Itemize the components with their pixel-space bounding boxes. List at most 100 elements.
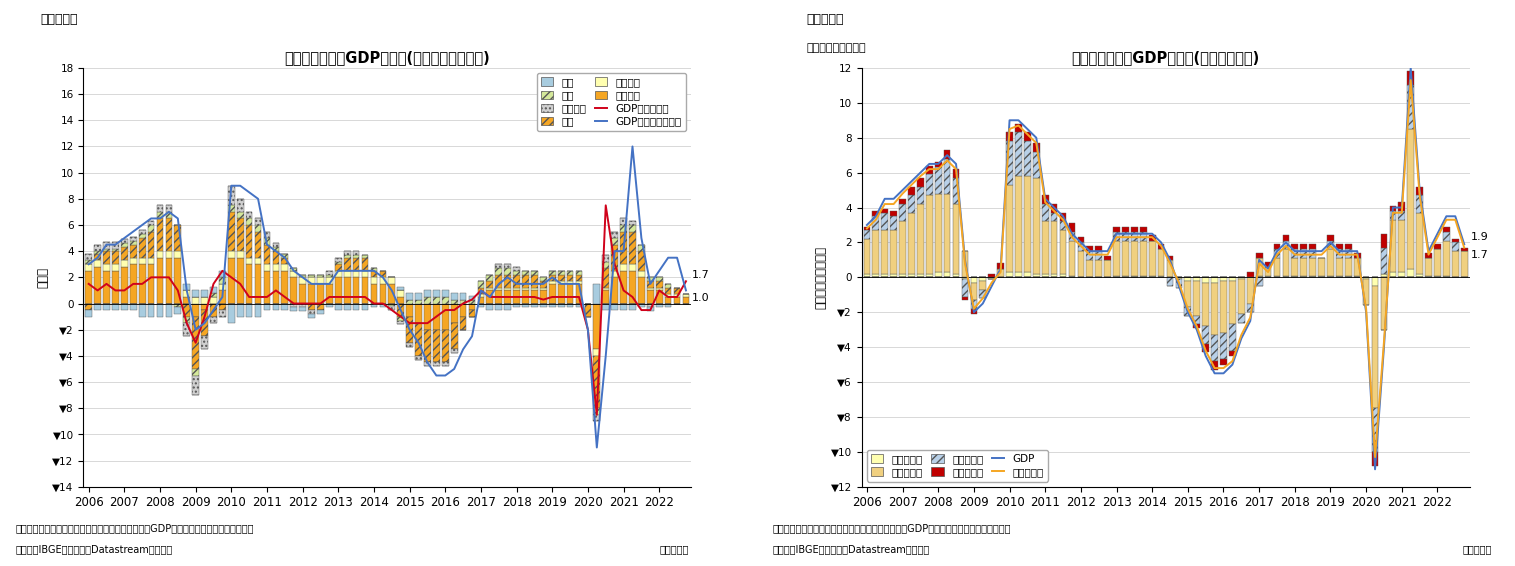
Bar <box>130 241 136 245</box>
Bar <box>103 251 111 264</box>
Text: （資料）IBGEのデータをDatastreamより取得: （資料）IBGEのデータをDatastreamより取得 <box>15 544 173 555</box>
Bar <box>1042 221 1048 274</box>
Bar <box>380 284 386 303</box>
Bar <box>1185 281 1191 307</box>
Bar <box>1194 281 1200 316</box>
Bar <box>495 288 501 290</box>
Bar <box>245 218 253 225</box>
Bar <box>665 288 671 294</box>
Bar <box>156 218 164 251</box>
Bar <box>1123 276 1129 277</box>
Bar <box>1167 256 1173 260</box>
Bar <box>300 303 306 307</box>
Bar <box>864 227 870 230</box>
Bar <box>1435 250 1441 276</box>
Bar <box>1024 132 1030 142</box>
Bar <box>201 297 208 303</box>
Bar <box>227 258 235 303</box>
Bar <box>504 268 511 275</box>
Bar <box>451 299 458 303</box>
Bar <box>174 251 182 258</box>
Bar <box>548 275 556 281</box>
Bar <box>192 375 198 395</box>
Bar <box>353 277 359 303</box>
Bar <box>514 271 520 275</box>
Bar <box>486 303 494 310</box>
Bar <box>514 290 520 303</box>
Bar <box>1327 276 1333 277</box>
Bar <box>1220 277 1227 281</box>
Bar <box>1203 344 1209 353</box>
Bar <box>1210 361 1218 370</box>
Bar <box>406 299 414 303</box>
Bar <box>603 290 609 303</box>
Bar <box>1336 244 1342 250</box>
Bar <box>1336 258 1342 276</box>
Bar <box>1148 241 1156 276</box>
Bar <box>1300 250 1307 258</box>
Bar <box>165 303 173 316</box>
Bar <box>362 303 368 310</box>
Bar <box>1426 258 1432 276</box>
Bar <box>1157 276 1165 277</box>
Bar <box>917 178 924 187</box>
Bar <box>1274 244 1280 250</box>
Bar <box>165 212 173 218</box>
Bar <box>388 303 395 306</box>
Bar <box>1148 235 1156 241</box>
Bar <box>1256 277 1262 286</box>
Bar <box>273 247 279 251</box>
Bar <box>1407 129 1413 269</box>
Bar <box>94 267 102 303</box>
Bar <box>917 204 924 274</box>
Bar <box>130 303 136 310</box>
Bar <box>907 187 915 195</box>
Bar <box>1291 258 1298 276</box>
Bar <box>1283 235 1289 241</box>
Bar <box>353 255 359 258</box>
Bar <box>882 213 888 230</box>
Bar <box>1354 276 1360 277</box>
Bar <box>1426 276 1432 277</box>
Bar <box>85 303 92 310</box>
Bar <box>442 329 448 362</box>
Bar <box>962 297 968 300</box>
Bar <box>1059 213 1067 221</box>
Bar <box>495 290 501 303</box>
Bar <box>227 205 235 212</box>
Bar <box>665 303 671 307</box>
Bar <box>1451 242 1459 251</box>
Bar <box>362 255 368 258</box>
Bar <box>326 284 333 303</box>
Bar <box>130 258 136 264</box>
Bar <box>1336 276 1342 277</box>
Bar <box>882 274 888 277</box>
Bar <box>1132 276 1138 277</box>
Bar <box>1283 250 1289 276</box>
Bar <box>638 245 645 251</box>
Bar <box>183 284 189 290</box>
Bar <box>1442 227 1450 232</box>
Bar <box>468 303 476 310</box>
Bar <box>442 303 448 329</box>
Bar <box>962 279 968 297</box>
Bar <box>683 297 689 303</box>
Bar <box>94 260 102 267</box>
Bar <box>397 290 405 297</box>
Bar <box>594 415 600 421</box>
Bar <box>344 271 350 277</box>
Bar <box>211 316 217 323</box>
Bar <box>1442 232 1450 241</box>
Bar <box>255 264 262 303</box>
Bar <box>121 247 127 260</box>
Bar <box>1389 206 1397 211</box>
Bar <box>174 303 182 307</box>
Bar <box>495 264 501 268</box>
Bar <box>397 320 405 324</box>
Bar <box>926 166 933 174</box>
Bar <box>1123 232 1129 241</box>
Bar <box>300 275 306 277</box>
Bar <box>1167 260 1173 277</box>
Bar <box>433 362 439 366</box>
Bar <box>612 231 618 238</box>
